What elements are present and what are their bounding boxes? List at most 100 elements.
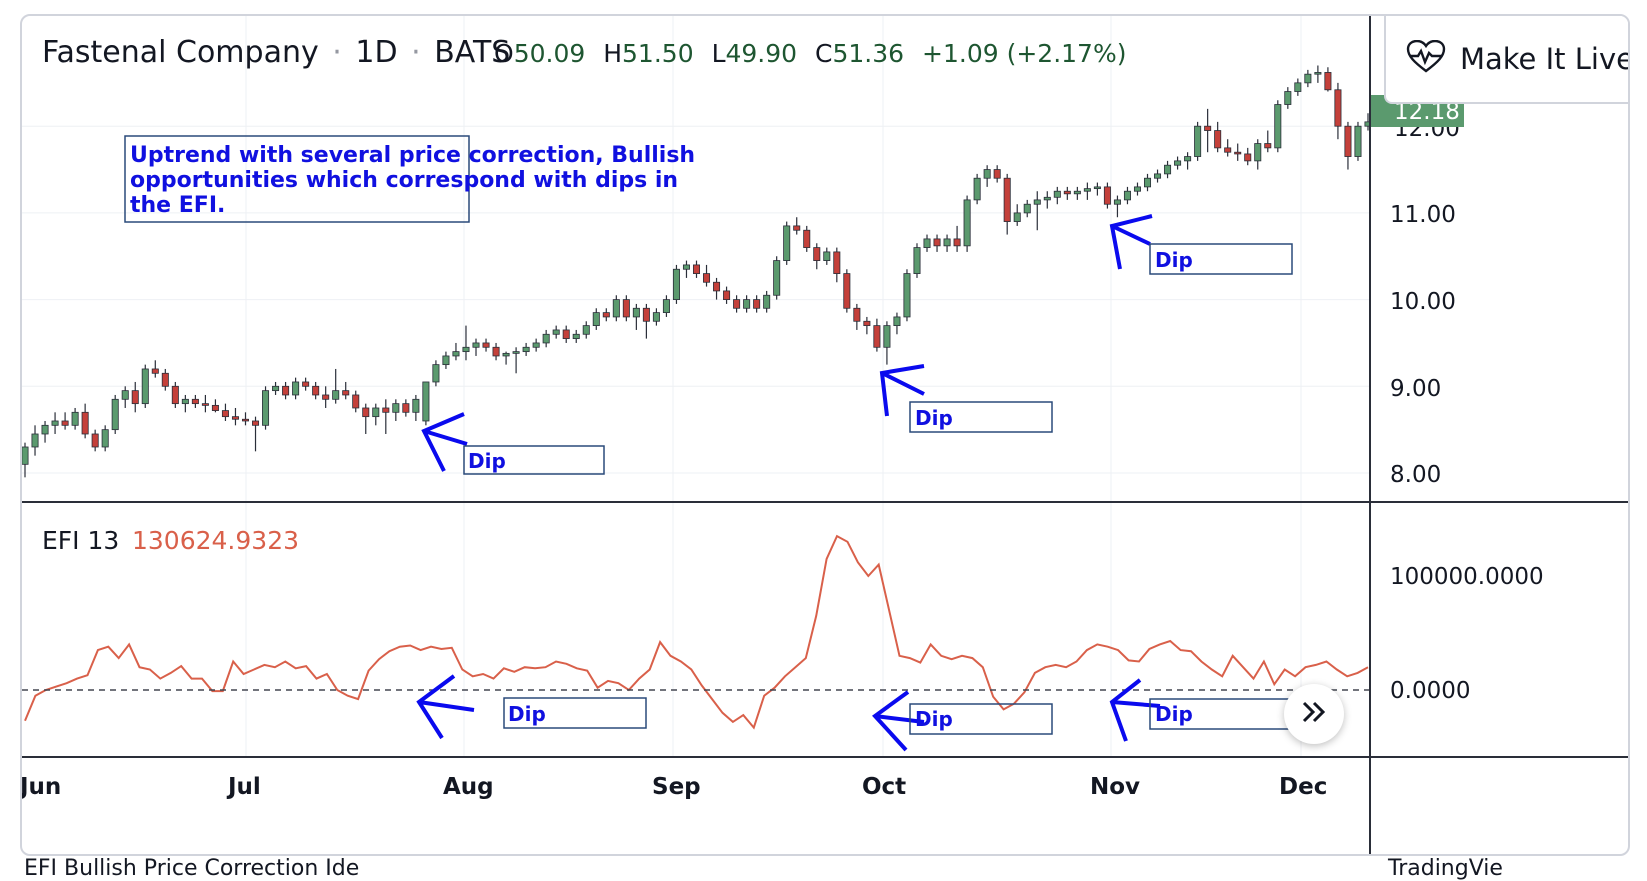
candle-body bbox=[863, 320, 871, 327]
candle-body bbox=[342, 390, 350, 396]
candle-body bbox=[1123, 190, 1131, 201]
candle-body bbox=[161, 372, 169, 387]
candle-body bbox=[813, 247, 821, 261]
time-tick-dec: Dec bbox=[1279, 774, 1327, 800]
candle-body bbox=[412, 398, 420, 413]
dip-label: Dip bbox=[915, 406, 953, 430]
dip-label-box bbox=[909, 703, 1053, 735]
candle-body bbox=[552, 329, 560, 335]
time-tick-aug: Aug bbox=[443, 774, 494, 800]
candle-body bbox=[1204, 125, 1212, 131]
candle-body bbox=[582, 325, 590, 335]
candle-body bbox=[703, 273, 711, 283]
candle-body bbox=[352, 394, 360, 409]
candle-body bbox=[262, 390, 270, 426]
candle-body bbox=[121, 390, 129, 400]
candle-body bbox=[743, 299, 751, 309]
candle-body bbox=[793, 225, 801, 231]
candle-body bbox=[632, 307, 640, 318]
candle-body bbox=[1003, 177, 1011, 222]
open-label: O bbox=[494, 39, 514, 68]
candle-body bbox=[1063, 190, 1071, 195]
candle-body bbox=[1274, 104, 1282, 149]
candle-body bbox=[602, 312, 610, 318]
separator: · bbox=[332, 35, 342, 70]
candle-body bbox=[61, 420, 69, 426]
candle-body bbox=[642, 307, 650, 322]
candle-body bbox=[622, 299, 630, 318]
dip-label: Dip bbox=[468, 449, 506, 473]
candle-body bbox=[1053, 190, 1061, 198]
candle-body bbox=[522, 346, 530, 353]
candle-body bbox=[773, 260, 781, 296]
candle-body bbox=[252, 420, 260, 426]
svg-text:Fastenal Company ·: Fastenal Company · 1D · BATS bbox=[42, 35, 510, 70]
candle-body bbox=[332, 390, 340, 400]
header-legend: Fastenal Company · 1D · BATS O50.09 H51.… bbox=[42, 35, 1126, 70]
candle-body bbox=[472, 342, 480, 348]
price-axis[interactable]: 8.00 9.00 10.00 11.00 12.00 bbox=[1390, 116, 1460, 488]
annotation-line: Uptrend with several price correction, B… bbox=[130, 143, 695, 168]
candle-body bbox=[292, 381, 300, 396]
candle-body bbox=[723, 290, 731, 300]
candle-body bbox=[923, 238, 931, 248]
candle-body bbox=[1023, 203, 1031, 214]
candle-body bbox=[572, 333, 580, 340]
candle-body bbox=[963, 199, 971, 247]
candle-body bbox=[1103, 186, 1111, 205]
price-tick: 9.00 bbox=[1390, 376, 1441, 402]
time-axis[interactable]: Jun Jul Aug Sep Oct Nov Dec bbox=[22, 774, 1327, 800]
candle-body bbox=[612, 299, 620, 318]
candle-body bbox=[1033, 199, 1041, 205]
candle-body bbox=[1324, 72, 1332, 91]
candle-body bbox=[1354, 125, 1362, 157]
price-tick: 8.00 bbox=[1390, 462, 1441, 488]
make-it-live-button[interactable]: Make It Live bbox=[1384, 16, 1628, 104]
candle-body bbox=[392, 403, 400, 413]
candle-body bbox=[1154, 173, 1162, 179]
candle-body bbox=[783, 225, 791, 261]
candle-body bbox=[542, 333, 550, 344]
candle-body bbox=[953, 238, 961, 247]
candle-body bbox=[81, 411, 89, 435]
efi-legend-name: EFI 13 bbox=[42, 526, 119, 555]
candle-body bbox=[993, 169, 1001, 179]
candle-body bbox=[272, 385, 280, 392]
efi-tick: 100000.0000 bbox=[1390, 564, 1544, 590]
candle-body bbox=[803, 229, 811, 248]
candle-body bbox=[1224, 147, 1232, 153]
chart-canvas[interactable]: 8.00 9.00 10.00 11.00 12.00 12.18 0.0000… bbox=[22, 16, 1628, 854]
candle-body bbox=[853, 307, 861, 322]
candle-body bbox=[91, 433, 99, 448]
candle-body bbox=[201, 403, 209, 406]
candle-body bbox=[692, 264, 701, 274]
dip-label: Dip bbox=[1155, 248, 1193, 272]
interval: 1D bbox=[355, 35, 397, 70]
candle-body bbox=[221, 410, 229, 418]
candle-body bbox=[943, 238, 951, 247]
candle-body bbox=[562, 329, 570, 340]
efi-tick: 0.0000 bbox=[1390, 678, 1470, 704]
svg-text:O50.09 H51.50: O50.09 H51.50 L49.90 C51.36 +1.09 (+2.17… bbox=[494, 39, 1126, 68]
time-tick-sep: Sep bbox=[652, 774, 701, 800]
candle-body bbox=[1294, 82, 1302, 92]
footer-brand: TradingVie bbox=[1388, 856, 1503, 881]
low-value: 49.90 bbox=[726, 39, 798, 68]
efi-axis[interactable]: 0.0000 100000.0000 bbox=[1390, 564, 1544, 704]
candle-body bbox=[753, 299, 761, 309]
dip-arrow bbox=[1109, 214, 1153, 270]
scroll-to-latest-button[interactable] bbox=[1284, 684, 1344, 744]
candle-body bbox=[1264, 143, 1272, 149]
symbol-name: Fastenal Company bbox=[42, 35, 319, 70]
price-tick: 10.00 bbox=[1390, 289, 1456, 315]
annotation-text: Uptrend with several price correction, B… bbox=[130, 143, 695, 218]
candle-body bbox=[131, 390, 139, 405]
candle-body bbox=[382, 407, 390, 413]
candle-body bbox=[652, 312, 660, 322]
candle-body bbox=[682, 264, 690, 270]
candle-body bbox=[482, 342, 490, 348]
candle-body bbox=[1013, 212, 1021, 222]
dip-label-box bbox=[909, 401, 1053, 433]
dip-label-box bbox=[463, 445, 605, 475]
candle-body bbox=[1254, 143, 1262, 162]
